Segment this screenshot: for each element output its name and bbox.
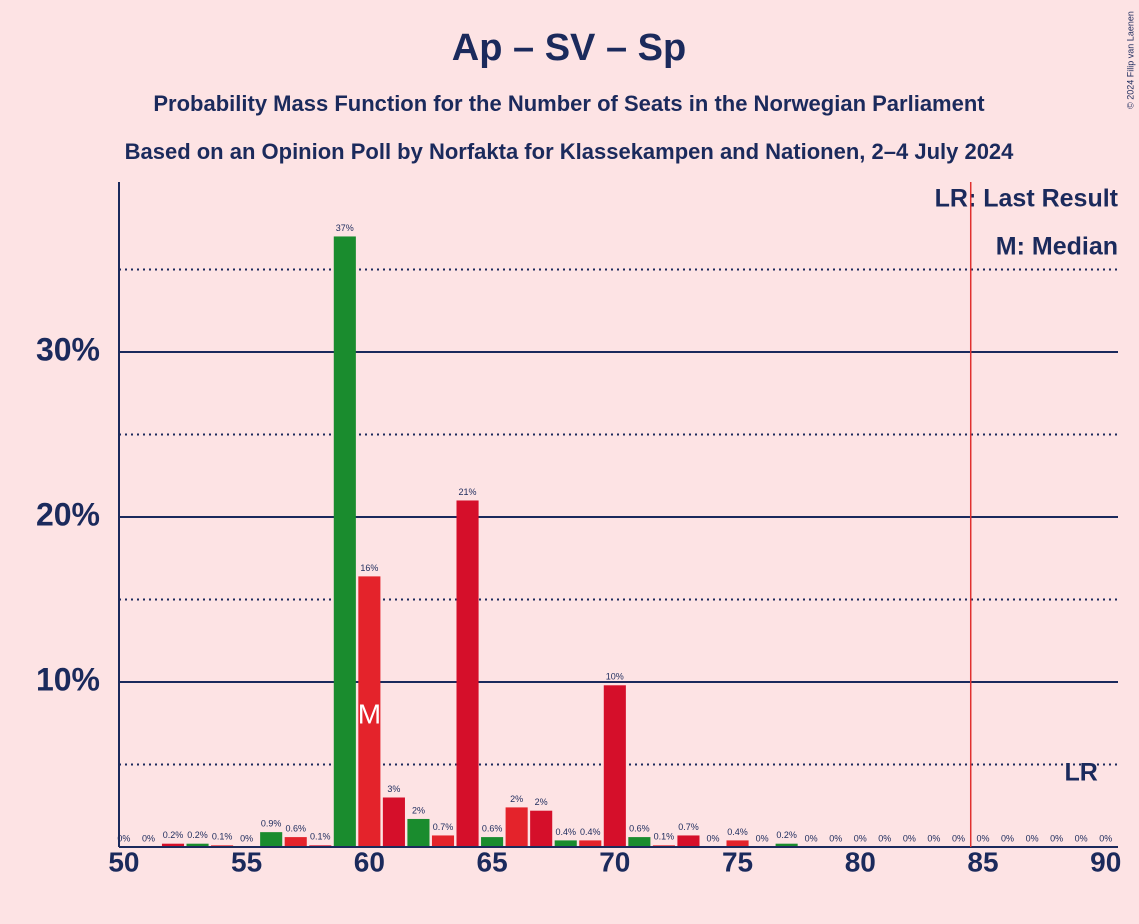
value-label: 0% [706, 833, 719, 843]
value-label: 0% [927, 833, 940, 843]
bar [333, 236, 356, 847]
value-label: 0% [805, 833, 818, 843]
y-tick-label: 20% [36, 496, 100, 532]
value-label: 2% [510, 794, 523, 804]
x-tick-label: 50 [108, 846, 139, 877]
bar [677, 835, 700, 847]
value-label: 2% [535, 797, 548, 807]
y-tick-label: 30% [36, 331, 100, 367]
value-label: 37% [336, 223, 354, 233]
value-label: 0% [1099, 833, 1112, 843]
bar [505, 807, 528, 847]
value-label: 0% [240, 833, 253, 843]
value-label: 0.1% [212, 832, 233, 842]
bar [358, 576, 381, 847]
bar [456, 500, 479, 847]
x-tick-label: 55 [231, 846, 262, 877]
value-label: 0% [1050, 833, 1063, 843]
value-label: 0% [829, 833, 842, 843]
x-tick-label: 85 [967, 846, 998, 877]
legend-entry: LR: Last Result [935, 185, 1119, 213]
value-label: 3% [387, 784, 400, 794]
last-result-label: LR [1065, 759, 1098, 787]
bar [382, 797, 405, 847]
chart-title: Ap – SV – Sp [452, 27, 686, 69]
value-label: 0.6% [629, 823, 650, 833]
value-label: 2% [412, 805, 425, 815]
value-label: 0.2% [776, 830, 797, 840]
bar [481, 837, 504, 847]
copyright: © 2024 Filip van Laenen [1125, 11, 1135, 109]
value-label: 0.2% [187, 830, 208, 840]
value-label: 0% [142, 833, 155, 843]
x-tick-label: 60 [354, 846, 385, 877]
value-label: 0% [854, 833, 867, 843]
value-label: 0.1% [654, 832, 675, 842]
value-label: 21% [459, 487, 477, 497]
bar [726, 840, 749, 847]
bar [579, 840, 602, 847]
median-marker: M [358, 698, 381, 729]
legend-entry: M: Median [996, 233, 1118, 261]
bar [603, 685, 626, 847]
bar [407, 818, 430, 847]
x-tick-label: 80 [845, 846, 876, 877]
value-label: 0.6% [482, 823, 503, 833]
bar [260, 832, 283, 847]
value-label: 0% [952, 833, 965, 843]
value-label: 0% [903, 833, 916, 843]
chart-subtitle: Based on an Opinion Poll by Norfakta for… [125, 139, 1015, 164]
bar [554, 840, 577, 847]
bar [775, 843, 798, 847]
value-label: 0% [1075, 833, 1088, 843]
value-label: 0.9% [261, 819, 282, 829]
x-tick-label: 75 [722, 846, 753, 877]
value-label: 0% [756, 833, 769, 843]
value-label: 0.2% [163, 830, 184, 840]
bar [431, 835, 455, 847]
value-label: 0.1% [310, 832, 331, 842]
bar [530, 810, 553, 847]
x-tick-label: 90 [1090, 846, 1121, 877]
value-label: 0% [117, 833, 130, 843]
chart-subtitle: Probability Mass Function for the Number… [153, 91, 985, 116]
x-tick-label: 65 [477, 846, 508, 877]
value-label: 0.4% [727, 827, 748, 837]
y-tick-label: 10% [36, 661, 100, 697]
value-label: 0.4% [555, 827, 576, 837]
value-label: 0.6% [285, 823, 306, 833]
value-label: 0% [976, 833, 989, 843]
value-label: 10% [606, 672, 624, 682]
value-label: 16% [360, 563, 378, 573]
bar [161, 843, 185, 847]
bar [186, 843, 209, 847]
value-label: 0% [1026, 833, 1039, 843]
value-label: 0% [1001, 833, 1014, 843]
value-label: 0.7% [433, 822, 454, 832]
value-label: 0% [878, 833, 891, 843]
bar [628, 837, 651, 847]
bar [284, 837, 307, 847]
value-label: 0.4% [580, 827, 601, 837]
value-label: 0.7% [678, 822, 699, 832]
x-tick-label: 70 [599, 846, 630, 877]
